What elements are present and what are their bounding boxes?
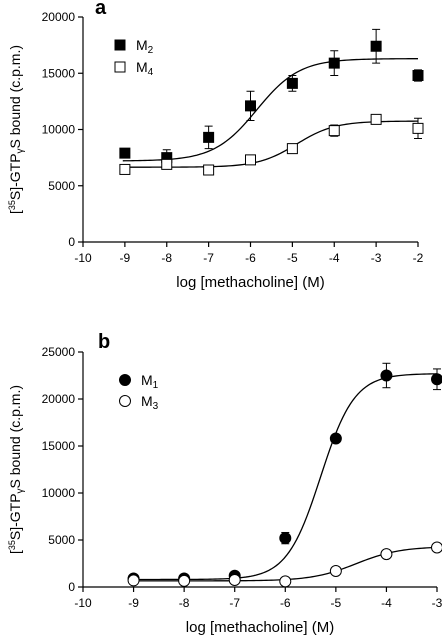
data-point bbox=[203, 131, 215, 143]
legend-label: M2 bbox=[136, 37, 154, 56]
data-point bbox=[228, 573, 241, 586]
legend-label-base: M bbox=[136, 37, 148, 53]
fit-curve bbox=[122, 58, 419, 162]
x-tick-label: -3 bbox=[371, 251, 382, 265]
x-tick-label: -6 bbox=[245, 251, 256, 265]
panel-label: b bbox=[98, 331, 110, 353]
y-label-part: [ bbox=[7, 210, 23, 214]
data-point bbox=[328, 125, 340, 137]
x-tick-label: -6 bbox=[280, 596, 291, 610]
y-tick-label: 5000 bbox=[48, 533, 75, 547]
x-axis-label: log [methacholine] (M) bbox=[186, 619, 334, 636]
y-tick-label: 15000 bbox=[42, 439, 76, 453]
data-point bbox=[286, 143, 298, 155]
x-tick-label: -4 bbox=[329, 251, 340, 265]
data-point bbox=[279, 532, 292, 545]
legend-label: M3 bbox=[141, 393, 159, 412]
y-label-part: S]-GTP bbox=[7, 153, 23, 200]
x-tick-label: -8 bbox=[179, 596, 190, 610]
data-point bbox=[203, 164, 215, 176]
data-point bbox=[279, 575, 292, 588]
data-point bbox=[370, 40, 382, 52]
legend-label-subscript: 4 bbox=[148, 67, 154, 78]
y-label-subscript: γ bbox=[15, 148, 26, 153]
data-point bbox=[328, 57, 340, 69]
data-point bbox=[431, 541, 442, 554]
data-point bbox=[329, 565, 342, 578]
series-M4 bbox=[119, 113, 424, 176]
legend-label-subscript: 2 bbox=[148, 45, 154, 56]
data-point bbox=[431, 373, 442, 386]
y-label-part: S]-GTP bbox=[7, 493, 23, 540]
data-point bbox=[412, 70, 424, 81]
y-tick-label: 20000 bbox=[42, 392, 76, 406]
x-axis-label: log [methacholine] (M) bbox=[176, 274, 324, 291]
data-point bbox=[119, 163, 131, 175]
legend-label-subscript: 1 bbox=[153, 380, 159, 391]
y-label-superscript: 35 bbox=[7, 200, 17, 210]
series-M2 bbox=[119, 28, 424, 166]
x-tick-label: -5 bbox=[287, 251, 298, 265]
data-point bbox=[412, 122, 424, 134]
x-tick-label: -8 bbox=[161, 251, 172, 265]
panel-b: b -10 -9 -8 -7 -6 -5 -4 -3 0 5000 10000 15000 20000 25… bbox=[7, 331, 442, 636]
y-tick-label: 0 bbox=[68, 235, 75, 249]
x-tick-label: -4 bbox=[381, 596, 392, 610]
data-point bbox=[370, 113, 382, 125]
panel-label: a bbox=[95, 0, 107, 19]
y-tick-label: 10000 bbox=[42, 486, 76, 500]
legend-marker bbox=[119, 395, 131, 407]
legend-label-base: M bbox=[136, 59, 148, 75]
series-M3 bbox=[127, 541, 442, 588]
y-axis-label: [35S]-GTPγS bound (c.p.m.) bbox=[7, 385, 26, 554]
x-tick-label: -2 bbox=[413, 251, 424, 265]
fit-curve bbox=[131, 373, 438, 581]
y-label-subscript: γ bbox=[15, 488, 26, 493]
y-tick-label: 5000 bbox=[48, 179, 75, 193]
data-point bbox=[380, 369, 393, 382]
data-point bbox=[178, 574, 191, 587]
x-tick-label: -9 bbox=[128, 596, 139, 610]
y-label-part: S bound (c.p.m.) bbox=[7, 385, 23, 489]
x-tick-label: -10 bbox=[74, 251, 92, 265]
y-tick-label: 25000 bbox=[42, 345, 76, 359]
x-tick-label: -5 bbox=[331, 596, 342, 610]
y-label-part: S bound (c.p.m.) bbox=[7, 45, 23, 149]
x-tick-label: -10 bbox=[74, 596, 92, 610]
legend-label: M1 bbox=[141, 372, 159, 391]
legend-label-base: M bbox=[141, 372, 153, 388]
legend-label: M4 bbox=[136, 59, 154, 78]
data-point bbox=[119, 147, 131, 159]
x-tick-label: -3 bbox=[432, 596, 442, 610]
y-label-part: [ bbox=[7, 550, 23, 554]
legend-marker bbox=[114, 61, 126, 73]
legend-label-subscript: 3 bbox=[153, 401, 159, 412]
data-point bbox=[245, 154, 256, 166]
panel-a: a -10 -9 -8 -7 -6 -5 -4 -3 -2 0 5000 10000 15000 20000… bbox=[7, 0, 424, 291]
x-tick-label: -9 bbox=[120, 251, 131, 265]
legend-marker bbox=[119, 374, 131, 386]
legend-marker bbox=[114, 39, 126, 51]
legend-label-base: M bbox=[141, 393, 153, 409]
data-point bbox=[380, 548, 393, 561]
y-tick-label: 20000 bbox=[42, 10, 76, 24]
y-tick-label: 10000 bbox=[42, 123, 76, 137]
x-tick-label: -7 bbox=[229, 596, 240, 610]
data-point bbox=[161, 158, 173, 170]
x-tick-label: -7 bbox=[203, 251, 214, 265]
data-point bbox=[127, 574, 140, 587]
data-point bbox=[286, 77, 298, 89]
y-tick-label: 0 bbox=[68, 580, 75, 594]
y-axis-label: [35S]-GTPγS bound (c.p.m.) bbox=[7, 45, 26, 214]
data-point bbox=[245, 100, 256, 112]
y-tick-label: 15000 bbox=[42, 66, 76, 80]
series-M1 bbox=[127, 362, 442, 585]
data-point bbox=[329, 432, 342, 445]
y-label-superscript: 35 bbox=[7, 540, 17, 550]
